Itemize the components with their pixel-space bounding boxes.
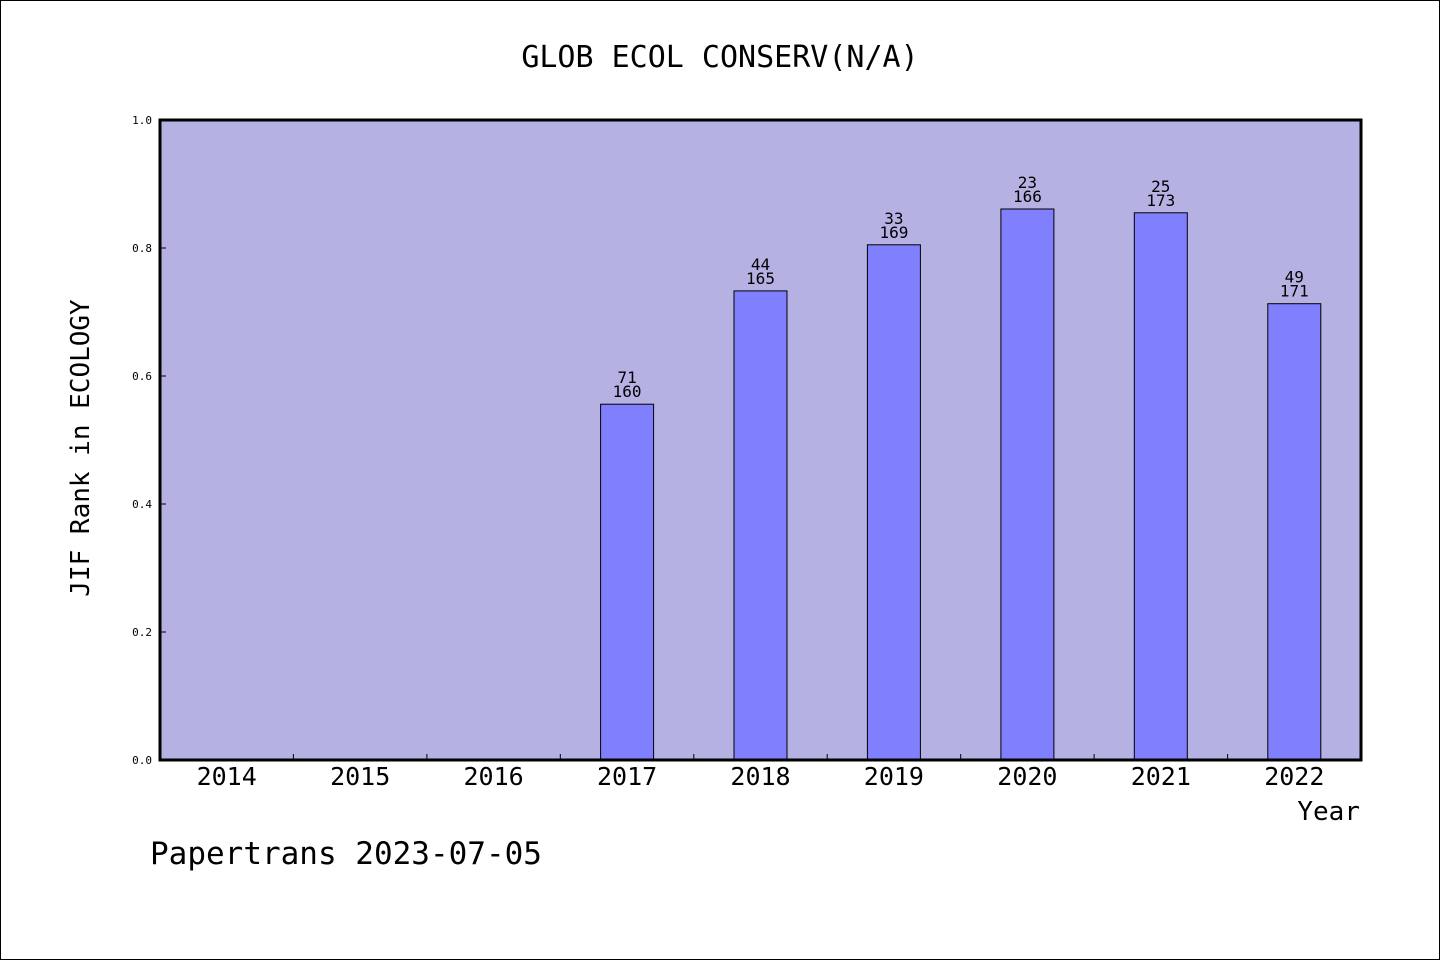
bar-2017 xyxy=(600,403,655,761)
y-axis-label: JIF Rank in ECOLOGY xyxy=(66,299,96,597)
x-tick-label-2014: 2014 xyxy=(197,762,257,791)
x-tick-label-2016: 2016 xyxy=(463,762,523,791)
bar-label-total-2018: 165 xyxy=(746,269,775,288)
y-tick-label-0.4: 0.4 xyxy=(132,498,152,511)
bar-label-rank-2022: 49 xyxy=(1285,268,1304,287)
y-ticks-layer: 0.0 0.2 0.4 0.6 0.8 1.0 xyxy=(132,114,166,767)
y-tick-label-0.0: 0.0 xyxy=(132,754,152,767)
bar-label-rank-2019: 33 xyxy=(884,209,903,228)
bar-label-total-2020: 166 xyxy=(1013,187,1042,206)
bar-label-total-2019: 169 xyxy=(879,223,908,242)
bar-label-rank-2020: 23 xyxy=(1018,173,1037,192)
y-tick-label-1.0: 1.0 xyxy=(132,114,152,127)
bar-label-total-2021: 173 xyxy=(1146,191,1175,210)
x-ticks-layer: 2014 2015 2016 2017 2018 2019 2020 2021 2022 xyxy=(197,754,1324,791)
y-tick-label-0.2: 0.2 xyxy=(132,626,152,639)
x-tick-label-2017: 2017 xyxy=(597,762,657,791)
bar-2022 xyxy=(1267,303,1322,761)
bar-label-total-2022: 171 xyxy=(1280,282,1309,301)
chart-title: GLOB ECOL CONSERV(N/A) xyxy=(521,40,918,75)
x-tick-label-2020: 2020 xyxy=(997,762,1057,791)
x-axis-label: Year xyxy=(1297,797,1360,827)
bar-2021 xyxy=(1133,212,1188,761)
bar-label-total-2017: 160 xyxy=(613,382,642,401)
bar-2019 xyxy=(866,244,921,761)
bar-label-rank-2017: 71 xyxy=(617,368,636,387)
x-tick-label-2021: 2021 xyxy=(1131,762,1191,791)
x-tick-label-2015: 2015 xyxy=(330,762,390,791)
bars-layer xyxy=(600,208,1322,761)
bar-2020 xyxy=(1000,208,1055,761)
x-tick-label-2022: 2022 xyxy=(1264,762,1324,791)
footer-text: Papertrans 2023-07-05 xyxy=(150,836,542,872)
bar-label-rank-2018: 44 xyxy=(751,255,770,274)
bar-2018 xyxy=(733,290,788,761)
x-tick-label-2018: 2018 xyxy=(730,762,790,791)
x-tick-label-2019: 2019 xyxy=(864,762,924,791)
bar-label-rank-2021: 25 xyxy=(1151,177,1170,196)
y-tick-label-0.8: 0.8 xyxy=(132,242,152,255)
plot-border xyxy=(158,118,1363,762)
y-tick-label-0.6: 0.6 xyxy=(132,370,152,383)
